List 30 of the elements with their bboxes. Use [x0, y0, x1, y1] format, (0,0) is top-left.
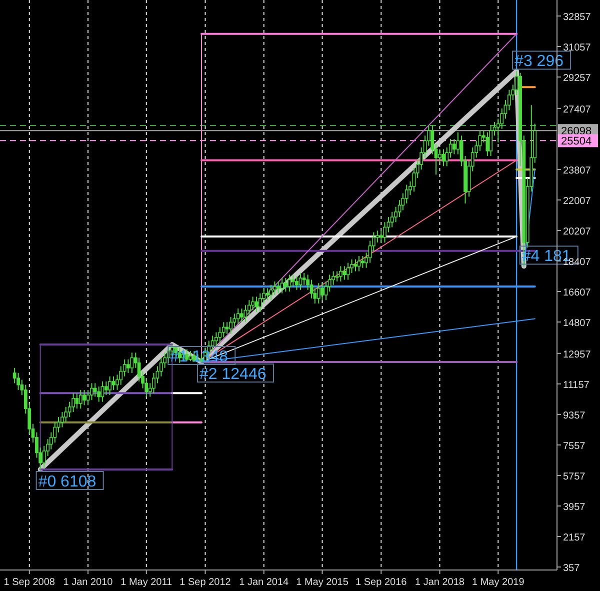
x-tick-label: 1 Sep 2008: [4, 577, 56, 588]
x-tick-label: 1 May 2019: [472, 577, 525, 588]
ref-line-label: 25504: [561, 136, 592, 148]
y-tick-label: 9357: [563, 410, 586, 422]
x-tick-label: 1 Jan 2014: [239, 577, 290, 588]
x-tick-label: 1 Jan 2018: [415, 577, 465, 588]
y-tick-label: 14807: [563, 318, 592, 330]
y-tick-label: 357: [563, 563, 580, 574]
y-tick-label: 31057: [563, 42, 592, 54]
x-tick-label: 1 Sep 2016: [356, 577, 408, 588]
x-tick-label: 1 May 2011: [120, 577, 173, 588]
y-tick-label: 27407: [563, 104, 592, 116]
y-tick-label: 22007: [563, 196, 592, 207]
y-tick-label: 3957: [563, 502, 586, 513]
y-tick-label: 32857: [563, 12, 592, 23]
x-tick-label: 1 May 2015: [296, 577, 349, 588]
y-tick-label: 20207: [563, 226, 592, 238]
x-tick-label: 1 Jan 2010: [63, 577, 114, 588]
y-tick-label: 5757: [563, 471, 586, 482]
y-tick-label: 12957: [563, 349, 592, 360]
y-tick-label: 16607: [563, 287, 592, 298]
y-tick-label: 29257: [563, 73, 592, 84]
annotation: #2 12446: [200, 366, 266, 384]
y-tick-label: 23807: [563, 165, 592, 176]
ref-line-label: 26098: [561, 126, 592, 138]
y-tick-label: 2157: [563, 532, 586, 544]
annotation: #0 6108: [38, 473, 96, 490]
y-tick-label: 7557: [563, 440, 586, 452]
y-tick-label: 11157: [563, 380, 590, 391]
x-tick-label: 1 Sep 2012: [180, 577, 232, 588]
